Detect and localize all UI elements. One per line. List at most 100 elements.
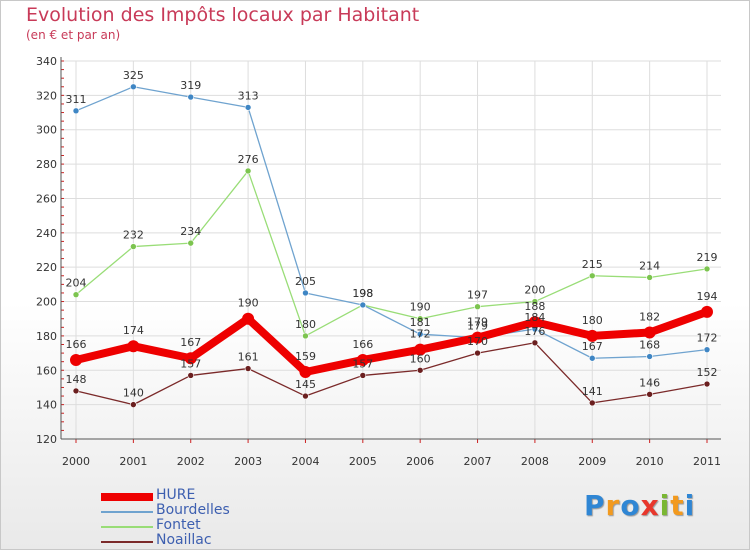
series-line-noaillac <box>75 342 708 406</box>
data-label-hure-2005: 166 <box>352 338 373 351</box>
point-fontet-2009 <box>588 272 596 280</box>
point-hure-2006 <box>414 343 427 356</box>
data-label-fontet-2008: 200 <box>524 284 545 297</box>
y-tick-label: 240 <box>36 227 57 240</box>
point-hure-2010 <box>643 326 656 339</box>
data-label-noaillac-2005: 157 <box>352 357 373 370</box>
data-label-noaillac-2002: 157 <box>180 357 201 370</box>
data-label-noaillac-2007: 170 <box>467 335 488 348</box>
point-noaillac-2010 <box>646 391 653 398</box>
logo-letter: o <box>620 489 641 522</box>
point-noaillac-2006 <box>416 366 424 374</box>
x-tick-label: 2007 <box>464 455 492 468</box>
data-label-bourdelles-2010: 168 <box>639 339 660 352</box>
grid-layer <box>61 60 721 440</box>
legend-label-bourdelles: Bourdelles <box>156 502 230 518</box>
point-bourdelles-2009 <box>588 354 596 362</box>
point-bourdelles-2002 <box>187 93 195 101</box>
point-bourdelles-2000 <box>72 107 80 115</box>
legend-label-fontet: Fontet <box>156 517 201 533</box>
data-label-fontet-2003: 276 <box>238 153 259 166</box>
point-fontet-2006 <box>416 315 424 323</box>
x-tick-label: 2008 <box>521 455 549 468</box>
data-label-bourdelles-2001: 325 <box>123 69 144 82</box>
series-line-fontet <box>75 170 708 337</box>
data-label-layer: 148 140 157 161 145 157 160 170 176 141 146 152 204 2… <box>66 69 718 400</box>
point-fontet-2000 <box>72 291 80 298</box>
data-label-noaillac-2001: 140 <box>123 387 144 400</box>
point-fontet-2002 <box>187 239 195 247</box>
data-label-noaillac-2004: 145 <box>295 378 316 391</box>
logo-letter: x <box>640 489 660 522</box>
x-tick-label: 2006 <box>406 455 434 468</box>
series-line-hure <box>72 307 711 376</box>
data-label-bourdelles-2000: 311 <box>66 93 87 106</box>
point-fontet-2010 <box>646 274 653 281</box>
data-label-bourdelles-2006: 181 <box>410 316 431 329</box>
legend-label-noaillac: Noaillac <box>156 532 212 548</box>
point-hure-2005 <box>356 353 369 366</box>
data-label-hure-2011: 194 <box>697 290 718 303</box>
y-tick-label: 260 <box>36 192 57 205</box>
data-label-bourdelles-2003: 313 <box>238 89 259 102</box>
x-tick-label: 2003 <box>234 455 262 468</box>
data-label-hure-2010: 182 <box>639 310 660 323</box>
data-label-bourdelles-2007: 179 <box>467 320 488 333</box>
point-hure-2011 <box>701 305 713 318</box>
logo-letter: i <box>684 489 696 522</box>
point-noaillac-2004 <box>302 392 309 400</box>
data-label-bourdelles-2005: 198 <box>352 287 373 300</box>
point-bourdelles-2010 <box>646 353 653 360</box>
axis-layer: 120 140 160 180 200 220 240 260 280 300 320 340 2000… <box>36 55 721 468</box>
data-label-fontet-2001: 232 <box>123 229 144 242</box>
point-noaillac-2000 <box>72 387 80 395</box>
point-noaillac-2011 <box>703 380 711 388</box>
x-tick-label: 2001 <box>119 455 147 468</box>
point-fontet-2004 <box>302 332 309 340</box>
chart-subtitle: (en € et par an) <box>26 28 121 42</box>
legend-swatch-bourdelles <box>101 511 153 513</box>
data-label-hure-2007: 179 <box>467 316 488 329</box>
chart-title: Evolution des Impôts locaux par Habitant <box>26 4 420 26</box>
data-label-fontet-2005: 198 <box>352 287 373 300</box>
y-tick-label: 280 <box>36 158 57 171</box>
series-layer <box>70 83 713 408</box>
point-fontet-2011 <box>703 265 711 273</box>
point-noaillac-2003 <box>244 365 252 372</box>
data-label-noaillac-2000: 148 <box>66 373 87 386</box>
data-label-bourdelles-2008: 184 <box>524 311 545 324</box>
data-label-noaillac-2006: 160 <box>410 352 431 365</box>
data-label-hure-2002: 167 <box>180 336 201 349</box>
legend-swatch-hure <box>101 493 153 501</box>
data-label-noaillac-2009: 141 <box>582 385 603 398</box>
point-hure-2000 <box>70 353 82 366</box>
x-tick-label: 2000 <box>62 455 90 468</box>
logo-letter: r <box>605 489 621 522</box>
point-noaillac-2005 <box>359 372 367 379</box>
legend-swatch-fontet <box>101 526 153 528</box>
logo-letter: t <box>670 489 685 522</box>
data-label-fontet-2010: 214 <box>639 259 660 272</box>
point-fontet-2003 <box>244 167 252 175</box>
data-label-hure-2001: 174 <box>123 324 144 337</box>
data-label-noaillac-2008: 176 <box>524 325 545 338</box>
data-label-hure-2009: 180 <box>582 314 603 327</box>
data-label-bourdelles-2004: 205 <box>295 275 316 288</box>
legend-swatch-noaillac <box>101 541 153 543</box>
point-bourdelles-2001 <box>130 83 137 91</box>
data-label-fontet-2000: 204 <box>66 277 87 290</box>
point-hure-2002 <box>184 352 197 365</box>
data-label-noaillac-2003: 161 <box>238 351 259 364</box>
point-hure-2007 <box>471 331 484 344</box>
x-tick-label: 2009 <box>578 455 606 468</box>
point-hure-2009 <box>586 329 599 342</box>
point-noaillac-2002 <box>187 372 195 379</box>
point-hure-2001 <box>127 340 140 353</box>
data-label-fontet-2002: 234 <box>180 225 201 238</box>
x-tick-label: 2010 <box>636 455 664 468</box>
logo-letter: i <box>659 489 671 522</box>
point-fontet-2007 <box>474 303 481 311</box>
data-label-bourdelles-2009: 167 <box>582 340 603 353</box>
